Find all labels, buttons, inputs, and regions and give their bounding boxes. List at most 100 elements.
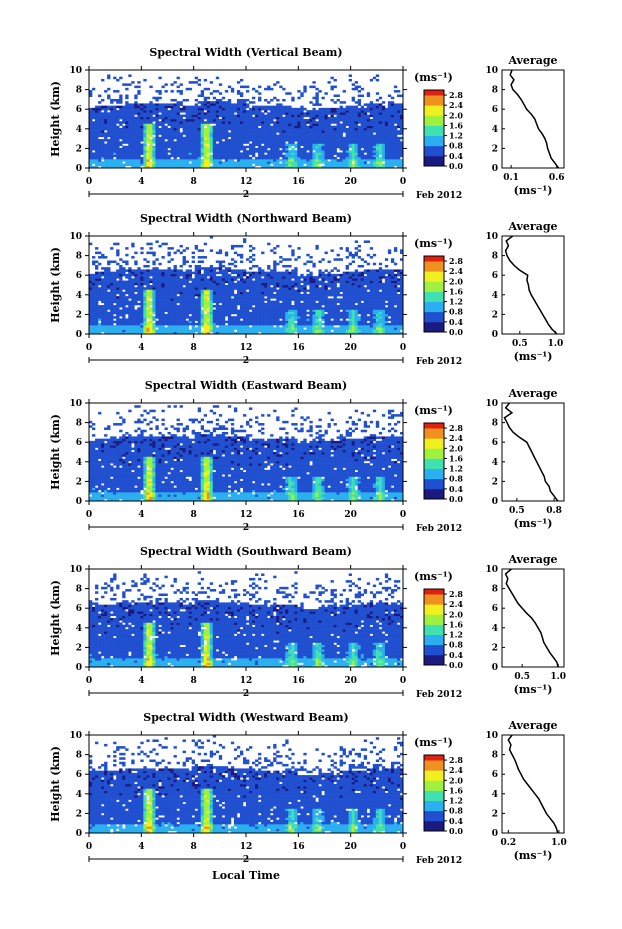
heatmap-cell <box>384 125 389 129</box>
heatmap-cell <box>354 147 359 151</box>
heatmap-cell <box>203 293 208 297</box>
heatmap-cell <box>140 110 144 113</box>
heatmap-cell <box>258 322 262 326</box>
heatmap-cell <box>230 258 235 261</box>
heatmap-cell <box>345 139 349 142</box>
heatmap-cell <box>128 103 132 106</box>
heatmap-cell <box>242 313 247 317</box>
heatmap-cell <box>113 327 117 330</box>
heatmap-cell <box>89 285 93 288</box>
heatmap-cell <box>200 331 205 335</box>
heatmap-cell <box>261 271 265 275</box>
heatmap-cell <box>276 278 280 281</box>
heatmap-cell <box>351 154 355 158</box>
heatmap-cell <box>333 94 337 98</box>
heatmap-cell <box>336 132 340 135</box>
heatmap-cell <box>252 119 256 122</box>
heatmap-cell <box>327 107 331 111</box>
heatmap-cell <box>212 322 217 326</box>
heatmap-cell <box>155 289 159 292</box>
heatmap-cell <box>167 159 171 162</box>
heatmap-cell <box>119 123 123 126</box>
heatmap-cell <box>239 105 244 109</box>
heatmap-cell <box>191 123 195 126</box>
heatmap-cell <box>315 132 319 135</box>
heatmap-cell <box>131 81 135 84</box>
heatmap-cell <box>279 141 283 144</box>
heatmap-cell <box>113 152 117 155</box>
heatmap-cell <box>264 130 268 133</box>
heatmap-cell <box>173 154 177 158</box>
heatmap-cell <box>143 112 147 115</box>
heatmap-cell <box>155 98 159 102</box>
heatmap-cell <box>185 269 189 272</box>
heatmap-cell <box>206 141 211 144</box>
heatmap-cell <box>264 322 268 326</box>
heatmap-cell <box>170 282 174 286</box>
heatmap-cell <box>215 110 220 113</box>
heatmap-cell <box>224 329 229 333</box>
heatmap-cell <box>345 134 349 138</box>
heatmap-cell <box>399 107 404 111</box>
heatmap-cell <box>255 163 259 167</box>
colorbar-band <box>424 105 444 111</box>
heatmap-cell <box>203 143 208 147</box>
heatmap-cell <box>387 125 392 129</box>
heatmap-cell <box>188 136 192 140</box>
heatmap-cell <box>333 112 337 115</box>
heatmap-cell <box>321 125 325 129</box>
heatmap-cell <box>224 152 229 155</box>
heatmap-cell <box>236 134 241 138</box>
heatmap-cell <box>354 132 359 135</box>
heatmap-cell <box>315 156 319 160</box>
heatmap-cell <box>143 291 147 295</box>
heatmap-cell <box>98 287 102 290</box>
heatmap-cell <box>372 143 377 147</box>
heatmap-cell <box>104 123 108 126</box>
heatmap-cell <box>224 116 229 120</box>
heatmap-cell <box>315 101 319 104</box>
heatmap-cell <box>92 331 96 335</box>
heatmap-cell <box>221 273 226 277</box>
heatmap-cell <box>342 141 346 144</box>
heatmap-cell <box>173 134 177 138</box>
heatmap-cell <box>255 116 259 120</box>
heatmap-cell <box>194 134 198 138</box>
heatmap-cell <box>381 145 386 149</box>
heatmap-cell <box>206 331 211 335</box>
heatmap-cell <box>155 96 159 100</box>
heatmap-cell <box>381 114 386 118</box>
heatmap-cell <box>176 130 180 133</box>
heatmap-cell <box>236 322 241 326</box>
heatmap-cell <box>233 325 238 328</box>
heatmap-cell <box>221 136 226 140</box>
heatmap-cell <box>230 285 235 288</box>
heatmap-cell <box>110 327 114 330</box>
heatmap-cell <box>125 123 129 126</box>
heatmap-cell <box>273 269 277 272</box>
heatmap-cell <box>330 98 334 102</box>
heatmap-cell <box>342 139 346 142</box>
heatmap-cell <box>113 305 117 308</box>
heatmap-cell <box>95 300 99 304</box>
heatmap-cell <box>101 123 105 126</box>
heatmap-cell <box>276 141 280 144</box>
heatmap-cell <box>167 309 171 313</box>
heatmap-cell <box>318 90 322 93</box>
heatmap-cell <box>357 150 362 153</box>
heatmap-cell <box>270 161 274 164</box>
heatmap-cell <box>137 114 141 118</box>
heatmap-cell <box>276 116 280 120</box>
heatmap-cell <box>188 154 192 158</box>
heatmap-cell <box>351 134 355 138</box>
heatmap-cell <box>164 125 168 129</box>
heatmap-cell <box>273 273 277 277</box>
heatmap-cell <box>252 123 256 126</box>
heatmap-cell <box>384 143 389 147</box>
heatmap-cell <box>224 291 229 295</box>
heatmap-cell <box>170 98 174 102</box>
heatmap-cell <box>255 159 259 162</box>
heatmap-cell <box>258 163 262 167</box>
heatmap-cell <box>185 107 189 111</box>
heatmap-cell <box>197 278 202 281</box>
